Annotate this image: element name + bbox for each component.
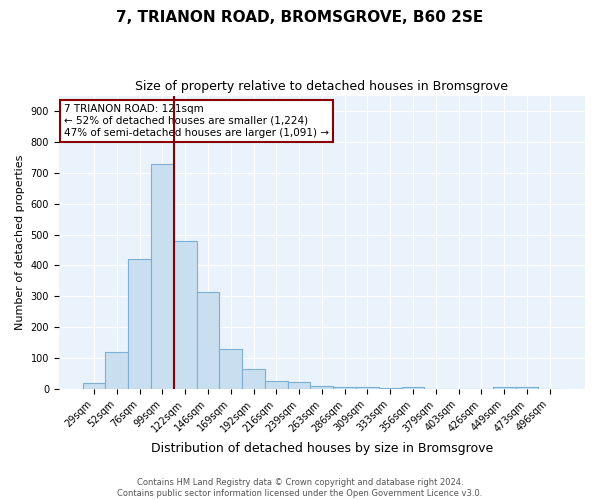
Bar: [128, 260, 151, 389]
Bar: [174, 240, 197, 389]
Text: 7, TRIANON ROAD, BROMSGROVE, B60 2SE: 7, TRIANON ROAD, BROMSGROVE, B60 2SE: [116, 10, 484, 25]
Bar: [220, 349, 242, 389]
Bar: [106, 352, 128, 389]
Y-axis label: Number of detached properties: Number of detached properties: [15, 154, 25, 330]
Bar: [401, 388, 424, 389]
Bar: [310, 386, 333, 389]
Text: Contains HM Land Registry data © Crown copyright and database right 2024.
Contai: Contains HM Land Registry data © Crown c…: [118, 478, 482, 498]
Bar: [493, 386, 515, 389]
X-axis label: Distribution of detached houses by size in Bromsgrove: Distribution of detached houses by size …: [151, 442, 493, 455]
Bar: [265, 382, 288, 389]
Bar: [333, 387, 356, 389]
Text: 7 TRIANON ROAD: 121sqm
← 52% of detached houses are smaller (1,224)
47% of semi-: 7 TRIANON ROAD: 121sqm ← 52% of detached…: [64, 104, 329, 138]
Title: Size of property relative to detached houses in Bromsgrove: Size of property relative to detached ho…: [136, 80, 508, 93]
Bar: [151, 164, 174, 389]
Bar: [242, 369, 265, 389]
Bar: [379, 388, 401, 389]
Bar: [83, 383, 106, 389]
Bar: [197, 292, 220, 389]
Bar: [288, 382, 310, 389]
Bar: [515, 386, 538, 389]
Bar: [356, 388, 379, 389]
